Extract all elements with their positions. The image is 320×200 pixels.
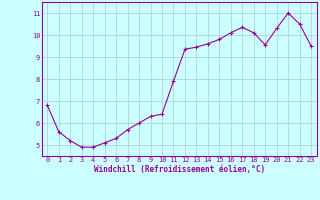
X-axis label: Windchill (Refroidissement éolien,°C): Windchill (Refroidissement éolien,°C) — [94, 165, 265, 174]
